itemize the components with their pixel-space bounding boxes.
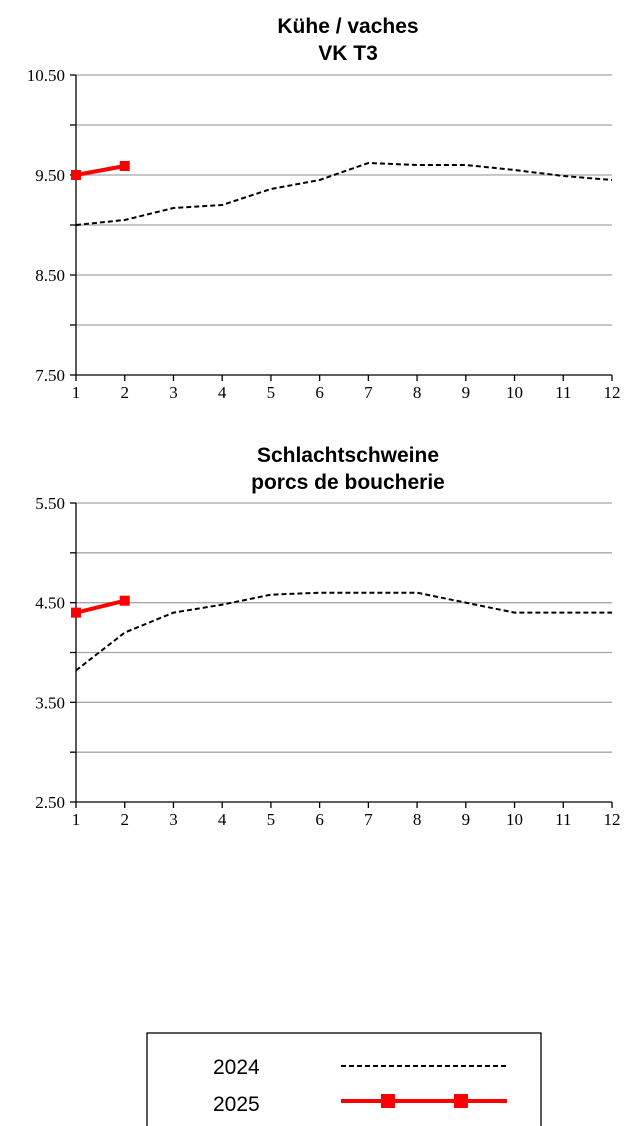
x-tick-label: 11	[555, 383, 571, 402]
chart-title: porcs de boucherie	[251, 471, 445, 494]
x-tick-label: 5	[267, 810, 276, 829]
x-tick-label: 12	[604, 383, 621, 402]
series-line-2025	[75, 598, 126, 615]
series-line-2025	[75, 164, 126, 177]
legend: 2024 2025	[146, 1032, 542, 1126]
x-tick-label: 2	[120, 810, 129, 829]
chart-pigs: Schlachtschweine porcs de boucherie 2.50 3.…	[35, 444, 620, 829]
x-tick-label: 2	[120, 383, 129, 402]
x-tick-label: 8	[413, 383, 422, 402]
data-point-2025	[71, 170, 81, 180]
y-tick-label: 5.50	[35, 494, 65, 513]
x-tick-label: 1	[72, 383, 81, 402]
y-tick-label: 7.50	[35, 366, 65, 385]
legend-marker-2025	[454, 1094, 468, 1108]
x-tick-label: 11	[555, 810, 571, 829]
series-line-2024	[75, 161, 613, 226]
chart-title: Schlachtschweine	[257, 444, 439, 467]
x-tick-label: 1	[72, 810, 81, 829]
data-point-2025	[119, 161, 130, 171]
x-tick-label: 6	[315, 810, 324, 829]
x-tick-label: 10	[506, 383, 523, 402]
x-tick-label: 7	[364, 810, 373, 829]
x-tick-label: 3	[169, 383, 178, 402]
y-tick-label: 2.50	[35, 793, 65, 812]
legend-marker-2025	[381, 1094, 395, 1108]
chart-title: Kühe / vaches	[277, 15, 418, 38]
x-tick-label: 3	[169, 810, 178, 829]
chart-title: VK T3	[318, 42, 378, 65]
x-tick-label: 9	[462, 810, 471, 829]
data-point-2025	[119, 595, 130, 606]
x-tick-label: 12	[604, 810, 621, 829]
y-tick-label: 9.50	[35, 166, 65, 185]
x-tick-label: 7	[364, 383, 373, 402]
x-tick-label: 10	[506, 810, 523, 829]
x-tick-label: 8	[413, 810, 422, 829]
legend-box	[146, 1032, 542, 1126]
y-tick-label: 3.50	[35, 693, 65, 712]
y-tick-label: 8.50	[35, 266, 65, 285]
x-tick-label: 9	[462, 383, 471, 402]
series-line-2024	[75, 591, 612, 672]
data-point-2025	[71, 607, 81, 618]
y-tick-label: 10.50	[27, 66, 65, 85]
x-tick-label: 4	[218, 383, 227, 402]
legend-label-2024: 2024	[213, 1056, 260, 1079]
y-tick-label: 4.50	[35, 594, 65, 613]
x-tick-label: 6	[315, 383, 324, 402]
x-tick-label: 5	[267, 383, 276, 402]
legend-label-2025: 2025	[213, 1093, 260, 1116]
x-tick-label: 4	[218, 810, 227, 829]
